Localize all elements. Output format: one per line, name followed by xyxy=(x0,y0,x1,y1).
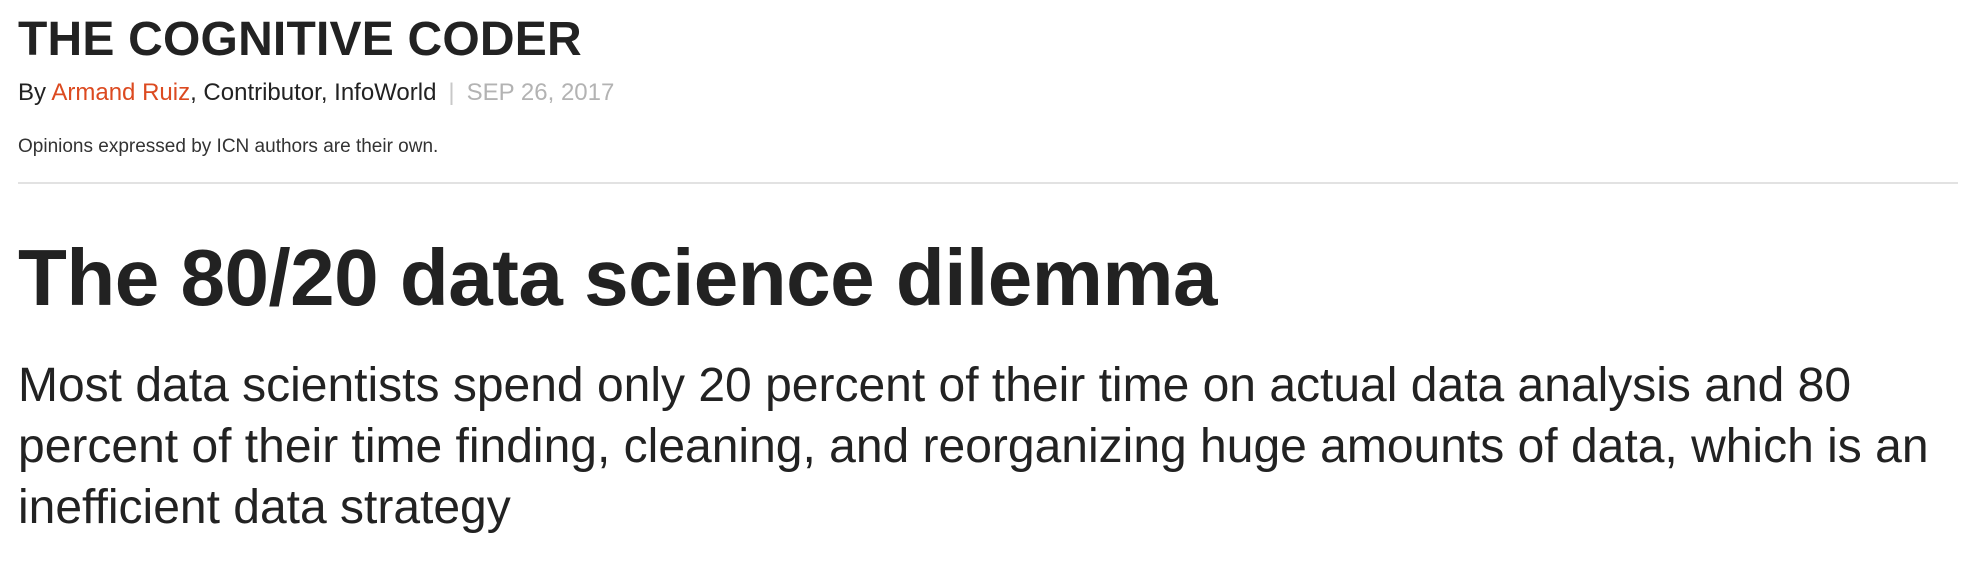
byline-role: , Contributor, InfoWorld xyxy=(190,79,437,106)
opinion-disclaimer: Opinions expressed by ICN authors are th… xyxy=(18,136,439,157)
header-divider xyxy=(18,182,1958,184)
byline-prefix: By xyxy=(18,79,52,106)
author-link[interactable]: Armand Ruiz xyxy=(51,79,191,106)
publish-date: SEP 26, 2017 xyxy=(466,79,615,106)
article-headline: The 80/20 data science dilemma xyxy=(18,233,1217,322)
byline: By Armand Ruiz, Contributor, InfoWorld | S… xyxy=(18,78,614,108)
byline-separator: | xyxy=(448,79,455,106)
article-subhead: Most data scientists spend only 20 perce… xyxy=(18,359,1929,534)
blog-title[interactable]: THE COGNITIVE CODER xyxy=(18,13,582,66)
